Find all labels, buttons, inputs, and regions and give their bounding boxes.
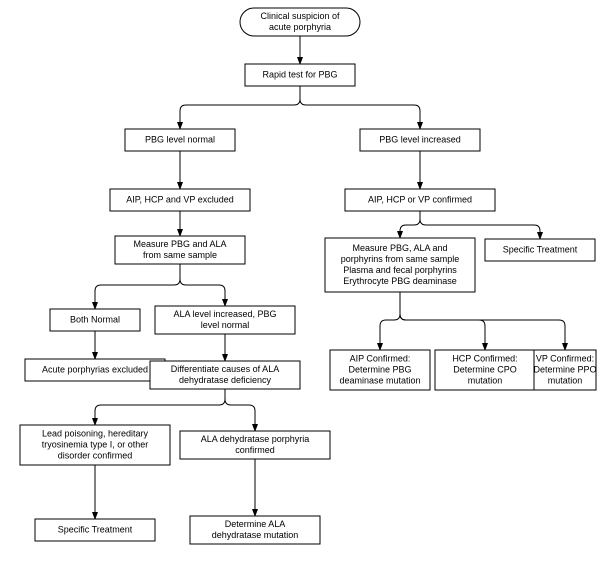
flow-node-label: Rapid test for PBG: [262, 69, 337, 79]
flow-node: AIP, HCP and VP excluded: [110, 189, 250, 211]
flow-node-label: Determine PBG: [348, 364, 411, 374]
flow-node-label: Determine ALA: [225, 519, 286, 529]
flow-node: Measure PBG and ALAfrom same sample: [115, 236, 245, 264]
flow-node-label: AIP, HCP or VP confirmed: [368, 194, 472, 204]
flow-node: Specific Treatment: [485, 239, 595, 261]
flow-edge: [95, 389, 225, 425]
flow-node: Rapid test for PBG: [245, 64, 355, 86]
flow-node: Acute porphyrias excluded: [25, 359, 165, 381]
flow-node-label: Determine CPO: [453, 364, 517, 374]
flow-node: Determine ALAdehydratase mutation: [190, 516, 320, 544]
flow-node-label: Measure PBG and ALA: [133, 239, 226, 249]
flow-node-label: confirmed: [235, 445, 275, 455]
flow-node: AIP, HCP or VP confirmed: [345, 189, 495, 211]
flow-node-label: deaminase mutation: [339, 375, 420, 385]
flow-node-label: dehydratase mutation: [212, 530, 299, 540]
flow-node-label: AIP Confirmed:: [350, 353, 411, 363]
flow-node: Lead poisoning, hereditarytryosinemia ty…: [20, 425, 170, 465]
flow-node-label: PBG level normal: [145, 134, 215, 144]
flow-node-label: acute porphyria: [269, 22, 331, 32]
flow-edge: [95, 264, 180, 309]
flow-node-label: tryosinemia type I, or other: [42, 439, 149, 449]
flow-node-label: ALA dehydratase porphyria: [201, 434, 310, 444]
flow-node: Differentiate causes of ALAdehydratase d…: [150, 361, 300, 389]
flow-node-label: HCP Confirmed:: [452, 353, 517, 363]
flow-node-label: ALA level increased, PBG: [173, 309, 276, 319]
flow-node: Both Normal: [50, 309, 140, 331]
flow-node-label: disorder confirmed: [58, 450, 133, 460]
flow-node-label: Lead poisoning, hereditary: [42, 428, 149, 438]
flow-node-label: Acute porphyrias excluded: [42, 364, 148, 374]
flow-edge: [400, 211, 420, 238]
flow-node-label: Plasma and fecal porphyrins: [343, 265, 457, 275]
flowchart-canvas: Clinical suspicion ofacute porphyria Rapi…: [0, 0, 600, 585]
flow-node: Specific Treatment: [35, 519, 155, 541]
flow-node-label: Erythrocyte PBG deaminase: [343, 276, 457, 286]
flow-edge: [180, 86, 300, 129]
flow-node-label: AIP, HCP and VP excluded: [126, 194, 234, 204]
flow-node-label: porphyrins from same sample: [341, 254, 460, 264]
flow-node-label: dehydratase deficiency: [179, 375, 272, 385]
flow-node-label: from same sample: [143, 250, 217, 260]
flow-node: Clinical suspicion ofacute porphyria: [240, 8, 360, 36]
flow-edge: [300, 86, 420, 129]
flow-node-label: VP Confirmed:: [536, 353, 594, 363]
flow-edge: [420, 211, 540, 239]
flow-node-label: Clinical suspicion of: [260, 11, 340, 21]
flow-node-label: Measure PBG, ALA and: [352, 243, 447, 253]
flow-node: PBG level increased: [360, 129, 480, 151]
flow-node: PBG level normal: [125, 129, 235, 151]
flow-node: ALA level increased, PBGlevel normal: [155, 306, 295, 334]
flow-node-label: Both Normal: [70, 314, 120, 324]
flow-node: ALA dehydratase porphyriaconfirmed: [180, 431, 330, 459]
flow-node-label: Differentiate causes of ALA: [171, 364, 279, 374]
flow-edge: [180, 264, 225, 306]
flow-node: Measure PBG, ALA andporphyrins from same…: [325, 238, 475, 292]
flow-edge: [400, 292, 485, 350]
flow-edge: [225, 389, 255, 431]
flow-node-label: mutation: [548, 375, 583, 385]
flow-node: AIP Confirmed:Determine PBGdeaminase mut…: [330, 350, 430, 390]
flow-node-label: Specific Treatment: [58, 524, 133, 534]
flow-node-label: mutation: [468, 375, 503, 385]
flow-node-label: level normal: [201, 320, 250, 330]
flow-node-label: Specific Treatment: [503, 244, 578, 254]
flow-node-label: PBG level increased: [379, 134, 461, 144]
flow-node: HCP Confirmed:Determine CPOmutation: [435, 350, 535, 390]
flow-node-label: Determine PPO: [533, 364, 596, 374]
flow-node: VP Confirmed:Determine PPOmutation: [533, 350, 596, 390]
flow-edge: [380, 292, 400, 350]
